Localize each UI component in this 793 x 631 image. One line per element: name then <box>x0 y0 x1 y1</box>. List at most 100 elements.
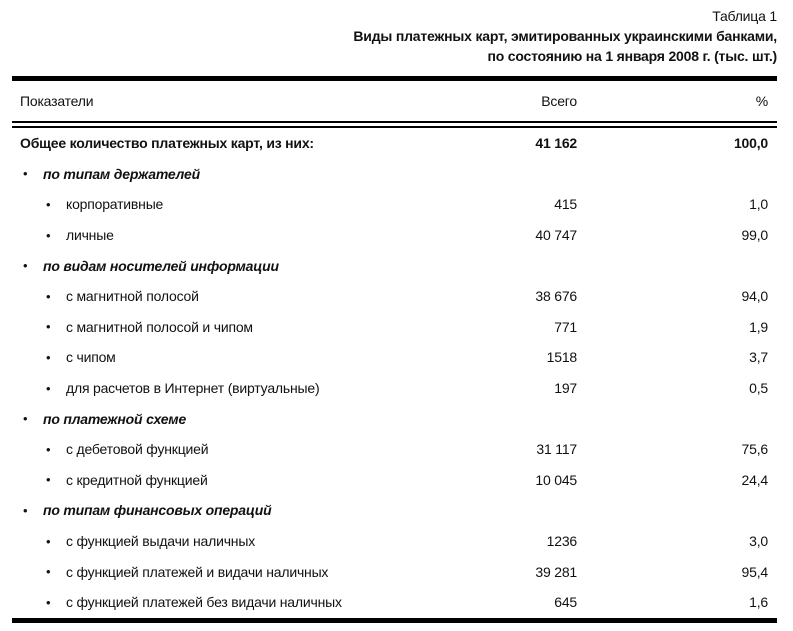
row-total: 197 <box>554 380 577 397</box>
row-label: с дебетовой функцией <box>66 441 209 458</box>
row-total: 1236 <box>546 533 578 550</box>
table-row: Общее количество платежных карт, из них:… <box>12 128 777 159</box>
bullet-icon: • <box>46 533 51 549</box>
bullet-icon: • <box>46 227 51 243</box>
table-row: • с функцией платежей без видачи наличны… <box>12 587 777 618</box>
row-label-cell: • с магнитной полосой <box>12 288 467 304</box>
table-row: • с магнитной полосой 38 676 94,0 <box>12 281 777 312</box>
row-label: с функцией платежей и видачи наличных <box>66 563 329 580</box>
table-row: • для расчетов в Интернет (виртуальные) … <box>12 373 777 404</box>
table-title-line1: Виды платежных карт, эмитированных украи… <box>353 28 777 44</box>
row-label-cell: Общее количество платежных карт, из них: <box>12 135 467 151</box>
row-total: 38 676 <box>535 288 577 305</box>
row-label-cell: • по типам держателей <box>12 166 467 182</box>
table-row: • корпоративные 415 1,0 <box>12 189 777 220</box>
row-percent: 100,0 <box>733 135 768 152</box>
table-row: • с дебетовой функцией 31 117 75,6 <box>12 434 777 465</box>
table-row: • с магнитной полосой и чипом 771 1,9 <box>12 312 777 343</box>
row-label-cell: • по типам финансовых операций <box>12 502 467 518</box>
table-row: • личные 40 747 99,0 <box>12 220 777 251</box>
header-total: Всего <box>541 93 577 109</box>
table-row: • по платежной схеме <box>12 403 777 434</box>
row-label: по платежной схеме <box>43 410 187 427</box>
row-label-cell: • с функцией платежей и видачи наличных <box>12 564 467 580</box>
row-percent: 95,4 <box>741 563 769 580</box>
row-percent: 75,6 <box>741 441 769 458</box>
row-percent: 0,5 <box>749 380 768 397</box>
bullet-icon: • <box>46 319 51 335</box>
bullet-icon: • <box>23 502 28 518</box>
bullet-icon: • <box>46 196 51 212</box>
bullet-icon: • <box>46 380 51 396</box>
row-label: с магнитной полосой <box>66 288 199 305</box>
table-row: • с чипом 1518 3,7 <box>12 342 777 373</box>
bottom-rule <box>12 617 777 623</box>
row-percent: 94,0 <box>741 288 769 305</box>
table-row: • с функцией платежей и видачи наличных … <box>12 556 777 587</box>
bullet-icon: • <box>23 411 28 427</box>
table-row: • по типам держателей <box>12 159 777 190</box>
row-percent: 1,9 <box>749 318 768 335</box>
row-label: по типам держателей <box>43 165 200 182</box>
row-percent: 24,4 <box>741 471 769 488</box>
row-total: 41 162 <box>535 135 577 152</box>
row-total: 771 <box>554 318 577 335</box>
bullet-icon: • <box>46 441 51 457</box>
bullet-icon: • <box>23 258 28 274</box>
row-label: с магнитной полосой и чипом <box>66 318 253 335</box>
table-title-line2: по состоянию на 1 января 2008 г. (тыс. ш… <box>487 48 777 64</box>
row-label: с функцией выдачи наличных <box>66 533 255 550</box>
row-label-cell: • с функцией платежей без видачи наличны… <box>12 594 467 610</box>
row-total: 40 747 <box>535 227 577 244</box>
bullet-icon: • <box>46 288 51 304</box>
table-caption: Таблица 1 Виды платежных карт, эмитирова… <box>0 0 793 66</box>
row-label-cell: • корпоративные <box>12 196 467 212</box>
row-label: с функцией платежей без видачи наличных <box>66 594 342 611</box>
table-row: • с кредитной функцией 10 045 24,4 <box>12 465 777 496</box>
row-label-cell: • по видам носителей информации <box>12 258 467 274</box>
row-label-cell: • с чипом <box>12 349 467 365</box>
bullet-icon: • <box>46 564 51 580</box>
header-percent: % <box>755 93 768 109</box>
table-label: Таблица 1 <box>712 8 777 24</box>
header-rule <box>12 121 777 128</box>
row-label: по типам финансовых операций <box>43 502 272 519</box>
row-label: с кредитной функцией <box>66 471 208 488</box>
bullet-icon: • <box>46 349 51 365</box>
row-percent: 1,6 <box>749 594 768 611</box>
row-label-cell: • с функцией выдачи наличных <box>12 533 467 549</box>
top-rule <box>12 76 777 81</box>
table-body: Общее количество платежных карт, из них:… <box>12 128 777 618</box>
row-label: для расчетов в Интернет (виртуальные) <box>66 380 320 397</box>
row-label: Общее количество платежных карт, из них: <box>20 135 314 152</box>
row-total: 31 117 <box>536 441 577 458</box>
bullet-icon: • <box>46 594 51 610</box>
row-percent: 3,7 <box>749 349 768 366</box>
row-label-cell: • для расчетов в Интернет (виртуальные) <box>12 380 467 396</box>
header-indicator: Показатели <box>20 93 94 109</box>
row-label: корпоративные <box>66 196 164 213</box>
row-total: 10 045 <box>535 471 577 488</box>
table-row: • по видам носителей информации <box>12 250 777 281</box>
row-label: личные <box>66 227 114 244</box>
row-label-cell: • с кредитной функцией <box>12 472 467 488</box>
bullet-icon: • <box>46 472 51 488</box>
row-percent: 99,0 <box>741 227 769 244</box>
row-total: 415 <box>554 196 577 213</box>
row-label-cell: • по платежной схеме <box>12 411 467 427</box>
row-label-cell: • с магнитной полосой и чипом <box>12 319 467 335</box>
row-total: 39 281 <box>535 563 577 580</box>
row-percent: 1,0 <box>749 196 768 213</box>
table-row: • по типам финансовых операций <box>12 495 777 526</box>
bullet-icon: • <box>23 166 28 182</box>
row-label-cell: • личные <box>12 227 467 243</box>
row-total: 1518 <box>546 349 578 366</box>
row-label: по видам носителей информации <box>43 257 279 274</box>
row-percent: 3,0 <box>749 533 768 550</box>
row-total: 645 <box>554 594 577 611</box>
row-label-cell: • с дебетовой функцией <box>12 441 467 457</box>
row-label: с чипом <box>66 349 116 366</box>
table-header-row: Показатели Всего % <box>12 81 777 121</box>
table-row: • с функцией выдачи наличных 1236 3,0 <box>12 526 777 557</box>
